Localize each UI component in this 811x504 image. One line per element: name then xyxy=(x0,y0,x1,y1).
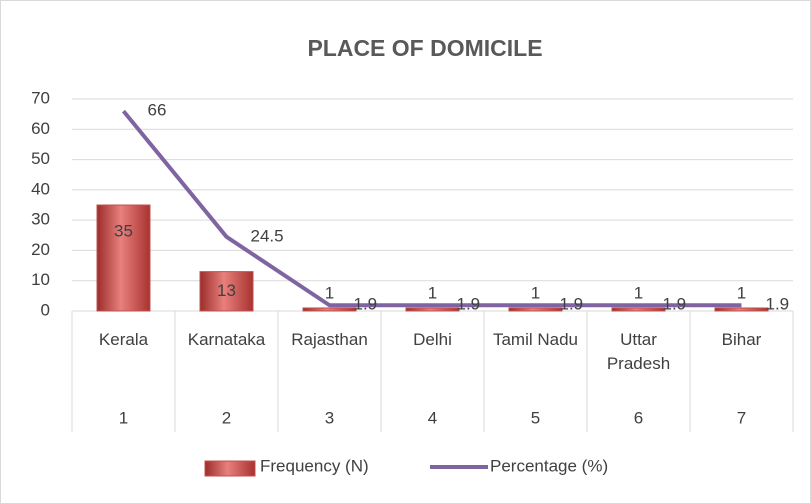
x-tick-label: Karnataka xyxy=(187,330,266,349)
line-value-label: 1.9 xyxy=(354,295,378,314)
line-value-label: 1.9 xyxy=(766,295,790,314)
legend-label: Frequency (N) xyxy=(260,456,369,475)
x-group-label: 3 xyxy=(325,408,334,427)
bar xyxy=(611,307,666,312)
y-tick-label: 40 xyxy=(31,179,50,198)
line-value-label: 1.9 xyxy=(560,295,584,314)
chart-title: PLACE OF DOMICILE xyxy=(307,35,542,61)
y-tick-label: 20 xyxy=(31,240,50,259)
x-tick-label: Delhi xyxy=(413,330,452,349)
x-tick-label: Rajasthan xyxy=(291,330,368,349)
x-tick-label: Uttar Pradesh xyxy=(606,330,671,373)
bar xyxy=(302,307,357,312)
bar xyxy=(714,307,769,312)
y-tick-label: 30 xyxy=(31,210,50,229)
y-tick-label: 10 xyxy=(31,270,50,289)
bar-value-label: 1 xyxy=(325,283,334,302)
x-group-label: 4 xyxy=(428,408,437,427)
bar-value-label: 1 xyxy=(737,283,746,302)
x-group-label: 7 xyxy=(737,408,746,427)
x-group-label: 6 xyxy=(634,408,643,427)
line xyxy=(121,109,742,308)
legend-label: Percentage (%) xyxy=(490,456,608,475)
bar xyxy=(96,204,151,312)
bar-value-label: 13 xyxy=(217,281,236,300)
x-tick-label: Kerala xyxy=(98,330,149,349)
bar-value-label: 35 xyxy=(114,221,133,240)
x-tick-label: Tamil Nadu xyxy=(492,330,579,349)
x-group-label: 5 xyxy=(531,408,540,427)
x-group-label: 1 xyxy=(119,408,128,427)
x-tick-label: Bihar xyxy=(721,330,762,349)
line-value-label: 66 xyxy=(148,101,167,120)
y-tick-label: 70 xyxy=(31,88,50,107)
bar-value-label: 1 xyxy=(531,283,540,302)
bar xyxy=(508,307,563,312)
bar xyxy=(199,271,254,312)
bar-value-label: 1 xyxy=(428,283,437,302)
x-group-label: 2 xyxy=(222,408,231,427)
y-tick-label: 60 xyxy=(31,119,50,138)
y-tick-label: 50 xyxy=(31,149,50,168)
y-tick-label: 0 xyxy=(41,300,50,319)
bar xyxy=(405,307,460,312)
bar-value-label: 1 xyxy=(634,283,643,302)
line-value-label: 24.5 xyxy=(251,226,284,245)
legend-swatch xyxy=(204,460,256,477)
line-value-label: 1.9 xyxy=(457,295,481,314)
line-value-label: 1.9 xyxy=(663,295,687,314)
